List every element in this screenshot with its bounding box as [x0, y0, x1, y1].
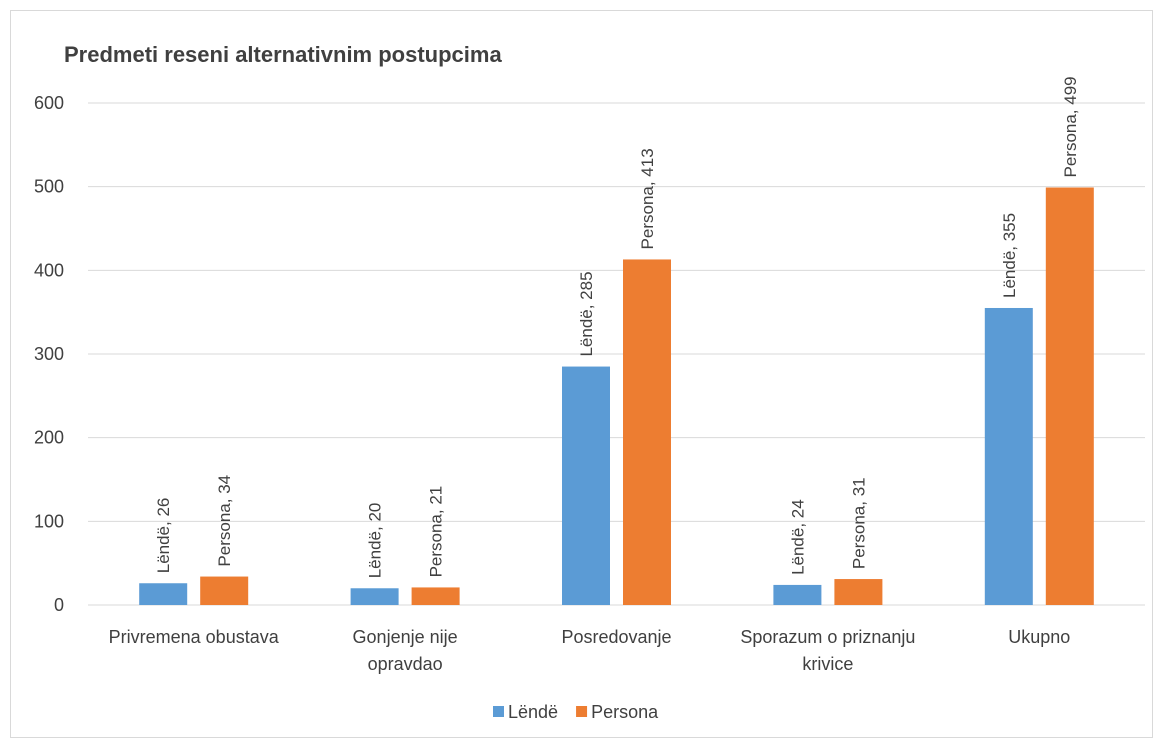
- x-axis-categories: Privremena obustava Gonjenje nije opravdao…: [109, 627, 1071, 674]
- chart-title: Predmeti reseni alternativnim postupcima: [64, 42, 502, 67]
- x-category-label: Privremena obustava: [109, 627, 280, 647]
- y-tick-label: 500: [34, 177, 64, 197]
- legend: Lëndë Persona: [493, 702, 659, 722]
- bar: [1045, 187, 1094, 605]
- legend-swatch: [493, 706, 504, 717]
- bar: [562, 366, 610, 605]
- bar: [773, 584, 822, 605]
- x-category-label: Posredovanje: [561, 627, 671, 647]
- data-label: Lëndë, 26: [154, 498, 173, 574]
- data-label: Persona, 21: [427, 486, 446, 578]
- data-label: Lëndë, 24: [788, 499, 807, 575]
- data-label: Persona, 413: [638, 148, 657, 249]
- bar: [834, 579, 883, 605]
- data-labels: Lëndë, 26 Persona, 34 Lëndë, 20 Persona, 21…: [154, 76, 1080, 578]
- bar: [411, 587, 460, 605]
- data-label: Persona, 31: [849, 477, 868, 569]
- bar: [350, 588, 399, 605]
- x-category-label: opravdao: [368, 654, 443, 674]
- gridlines: [88, 102, 1145, 606]
- y-tick-label: 100: [34, 511, 64, 531]
- legend-label: Lëndë: [508, 702, 558, 722]
- y-tick-label: 600: [34, 93, 64, 113]
- bar: [139, 583, 188, 605]
- data-label: Persona, 499: [1061, 76, 1080, 177]
- bars: [139, 187, 1094, 605]
- data-label: Lëndë, 355: [1000, 213, 1019, 298]
- x-category-label: Ukupno: [1008, 627, 1070, 647]
- data-label: Persona, 34: [215, 475, 234, 567]
- bar: [984, 307, 1033, 605]
- legend-label: Persona: [591, 702, 659, 722]
- legend-swatch: [576, 706, 588, 717]
- bar: [200, 576, 249, 605]
- y-tick-label: 300: [34, 344, 64, 364]
- y-tick-label: 400: [34, 260, 64, 280]
- data-label: Lëndë, 20: [366, 503, 385, 579]
- x-category-label: krivice: [802, 654, 853, 674]
- x-category-label: Sporazum o priznanju: [740, 627, 915, 647]
- y-tick-label: 200: [34, 428, 64, 448]
- x-category-label: Gonjenje nije: [353, 627, 458, 647]
- bar: [623, 259, 671, 605]
- y-axis-ticks: 0 100 200 300 400 500 600: [34, 93, 64, 615]
- data-label: Lëndë, 285: [577, 271, 596, 356]
- y-tick-label: 0: [54, 595, 64, 615]
